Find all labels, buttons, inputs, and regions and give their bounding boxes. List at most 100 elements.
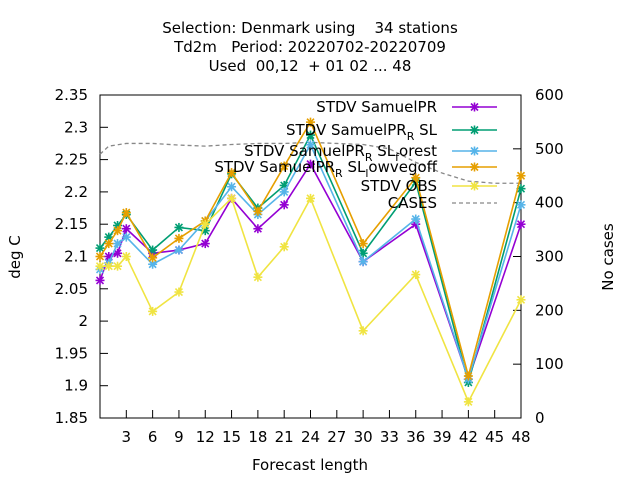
cases-line xyxy=(99,141,521,184)
data-point xyxy=(463,397,473,407)
data-point xyxy=(279,161,289,171)
y-tick-label: 2.05 xyxy=(55,280,88,298)
legend-entry: STDV OBS xyxy=(361,177,497,195)
data-point xyxy=(358,239,368,249)
data-point xyxy=(95,252,105,261)
data-point xyxy=(113,239,123,249)
data-point xyxy=(358,248,368,258)
legend-marker xyxy=(470,125,479,135)
legend-label: CASES xyxy=(388,194,437,212)
data-point xyxy=(113,226,123,236)
data-point xyxy=(358,326,368,336)
title-line: Used 00,12 + 01 02 ... 48 xyxy=(209,57,412,75)
data-point xyxy=(306,193,315,203)
x-tick-label: 9 xyxy=(174,428,184,446)
data-point xyxy=(113,261,123,271)
data-point xyxy=(113,248,123,258)
data-point xyxy=(174,222,184,232)
y-tick-label: 2.1 xyxy=(64,248,88,266)
data-point xyxy=(306,140,315,150)
data-point xyxy=(95,261,105,271)
legend-entry: STDV SamuelPRR SLlowvegoff xyxy=(214,158,497,180)
data-point xyxy=(279,242,289,252)
title-line: Selection: Denmark using 34 stations xyxy=(162,19,458,37)
x-tick-label: 21 xyxy=(275,428,294,446)
chart-title: Selection: Denmark using 34 stationsTd2m… xyxy=(162,19,458,75)
data-point xyxy=(516,219,526,229)
data-point xyxy=(227,193,237,203)
data-point xyxy=(104,239,114,249)
x-tick-label: 15 xyxy=(222,428,241,446)
data-point xyxy=(174,287,184,297)
data-point xyxy=(227,182,237,192)
data-point xyxy=(253,224,263,234)
legend-label: STDV SamuelPRR SLlowvegoff xyxy=(214,158,437,180)
data-point xyxy=(121,232,131,242)
data-point xyxy=(516,171,526,181)
legend-label: STDV SamuelPR xyxy=(316,98,437,116)
data-point xyxy=(200,219,210,229)
data-point xyxy=(279,200,289,210)
y2-tick-label: 300 xyxy=(535,248,564,266)
series-cases xyxy=(99,141,521,184)
series-3 xyxy=(95,140,526,384)
data-point xyxy=(121,252,131,261)
y-tick-label: 1.9 xyxy=(64,377,88,395)
data-point xyxy=(253,272,263,282)
data-point xyxy=(411,214,421,224)
series-layer xyxy=(95,117,526,407)
y-tick-label: 2 xyxy=(78,312,88,330)
y2-tick-label: 600 xyxy=(535,86,564,104)
x-tick-label: 45 xyxy=(485,428,504,446)
data-point xyxy=(200,239,210,249)
data-point xyxy=(174,245,184,255)
legend-label: STDV SamuelPRR SLforest xyxy=(244,142,437,164)
legend-label: STDV OBS xyxy=(361,177,437,195)
y-tick-label: 1.95 xyxy=(55,344,88,362)
y2-axis-label: No cases xyxy=(599,223,617,291)
x-tick-label: 33 xyxy=(380,428,399,446)
legend-entry: STDV SamuelPRR SLforest xyxy=(244,142,497,164)
data-point xyxy=(516,295,526,305)
y2-tick-label: 0 xyxy=(535,409,545,427)
x-tick-label: 42 xyxy=(459,428,478,446)
y-axis-label: deg C xyxy=(6,235,24,279)
data-point xyxy=(411,270,421,280)
y2-tick-label: 100 xyxy=(535,355,564,373)
data-point xyxy=(411,173,421,183)
x-axis-label: Forecast length xyxy=(252,456,368,474)
y-tick-label: 1.85 xyxy=(55,409,88,427)
y2-tick-label: 500 xyxy=(535,140,564,158)
x-tick-label: 24 xyxy=(301,428,320,446)
data-point xyxy=(148,306,158,316)
x-tick-label: 36 xyxy=(406,428,425,446)
y2-tick-label: 200 xyxy=(535,301,564,319)
data-point xyxy=(253,206,263,216)
y-tick-label: 2.15 xyxy=(55,215,88,233)
data-point xyxy=(121,208,131,218)
data-point xyxy=(174,233,184,243)
data-point xyxy=(306,130,315,140)
plot-axes: 1.85 1.9 1.95 2 2.05 2.1 2.15 2.2 2.25 2.3 2.35 0 10… xyxy=(55,86,564,446)
data-point xyxy=(148,253,158,263)
data-point xyxy=(95,275,105,285)
y2-tick-label: 400 xyxy=(535,194,564,212)
data-point xyxy=(95,243,105,253)
legend-marker xyxy=(470,102,479,112)
data-point xyxy=(279,187,289,197)
series-4 xyxy=(95,117,526,381)
data-point xyxy=(227,168,237,178)
legend-marker xyxy=(470,162,479,172)
y-tick-label: 2.3 xyxy=(64,118,88,136)
x-tick-label: 12 xyxy=(196,428,215,446)
series-5 xyxy=(95,193,526,407)
legend-marker xyxy=(470,146,479,156)
x-tick-label: 48 xyxy=(511,428,530,446)
data-point xyxy=(306,117,315,127)
data-point xyxy=(306,159,315,169)
x-tick-label: 39 xyxy=(433,428,452,446)
data-point xyxy=(104,261,114,271)
x-tick-label: 27 xyxy=(327,428,346,446)
